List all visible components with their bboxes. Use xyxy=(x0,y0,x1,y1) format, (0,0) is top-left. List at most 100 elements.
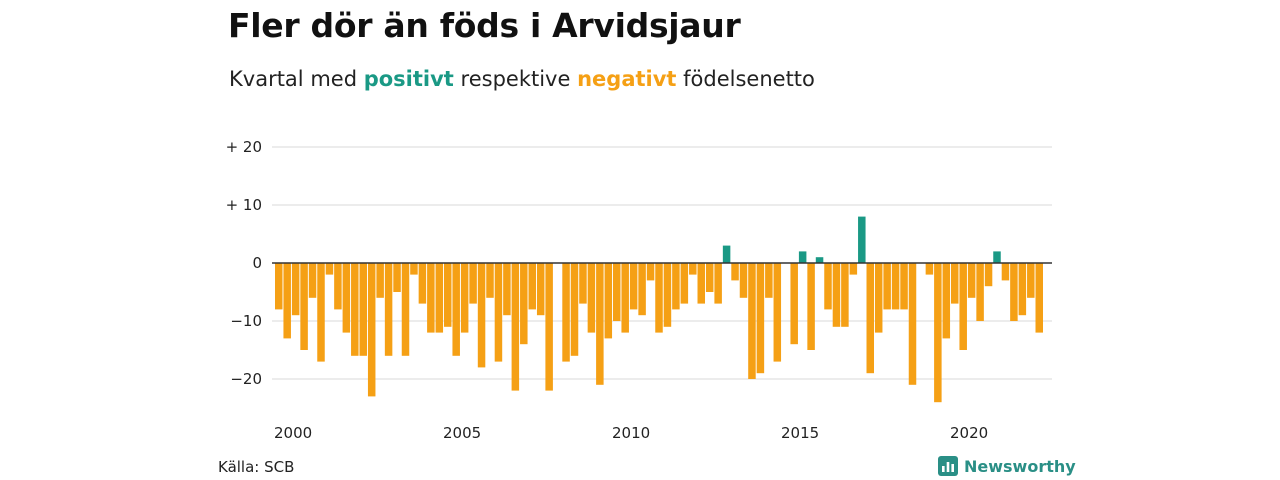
bar xyxy=(655,263,663,333)
bar xyxy=(351,263,359,356)
bar xyxy=(798,251,807,263)
x-tick-label: 2020 xyxy=(950,424,988,442)
bar xyxy=(410,263,418,275)
bar xyxy=(629,263,638,310)
bar xyxy=(934,263,942,403)
y-tick-label: 0 xyxy=(252,254,262,272)
bar xyxy=(874,263,883,333)
bar xyxy=(1018,263,1027,316)
bar xyxy=(891,263,900,310)
bar xyxy=(427,263,435,333)
bar xyxy=(359,263,367,356)
x-tick-label: 2000 xyxy=(274,424,312,442)
bar xyxy=(469,263,477,304)
bar xyxy=(748,263,756,379)
bar xyxy=(562,263,570,362)
bar xyxy=(790,263,798,345)
bar xyxy=(705,263,714,292)
bar xyxy=(444,263,452,327)
bar xyxy=(714,263,722,304)
y-tick-label: + 20 xyxy=(226,138,262,156)
brand-name: Newsworthy xyxy=(964,456,1076,476)
subtitle-middle: respektive xyxy=(460,67,571,91)
bar xyxy=(384,263,393,356)
bar xyxy=(807,263,815,350)
bar xyxy=(942,263,951,339)
bar xyxy=(283,263,291,339)
bar xyxy=(613,263,621,321)
x-tick-label: 2010 xyxy=(612,424,650,442)
bar xyxy=(697,263,705,304)
bar xyxy=(579,263,587,304)
subtitle-negative-label: negativt xyxy=(577,67,677,91)
bar xyxy=(401,263,410,356)
bar xyxy=(435,263,444,333)
bar xyxy=(900,263,908,310)
bar xyxy=(646,263,655,281)
bar xyxy=(967,263,976,298)
bar xyxy=(815,257,824,263)
bar xyxy=(342,263,351,333)
bar xyxy=(976,263,984,321)
bar xyxy=(1035,263,1043,333)
bar xyxy=(604,263,613,339)
chart-subtitle: Kvartal med positivt respektive negativt… xyxy=(229,67,815,91)
bar xyxy=(587,263,596,333)
bar xyxy=(367,263,376,397)
bar xyxy=(841,263,849,327)
bar xyxy=(984,263,993,287)
bar xyxy=(325,263,334,275)
bar xyxy=(334,263,342,310)
bar xyxy=(849,263,858,275)
subtitle-suffix: födelsenetto xyxy=(683,67,815,91)
y-tick-label: −20 xyxy=(230,370,262,388)
bar xyxy=(765,263,773,298)
chart-title: Fler dör än föds i Arvidsjaur xyxy=(228,6,741,45)
bar xyxy=(275,263,283,310)
bar xyxy=(739,263,748,298)
bar xyxy=(494,263,503,362)
x-tick-label: 2005 xyxy=(443,424,481,442)
brand: Newsworthy xyxy=(938,455,1076,477)
bar xyxy=(832,263,841,327)
bar xyxy=(621,263,629,333)
bar xyxy=(756,263,765,374)
bar xyxy=(511,263,520,391)
y-tick-label: −10 xyxy=(230,312,262,330)
bar xyxy=(308,263,317,298)
bar xyxy=(731,263,739,281)
subtitle-positive-label: positivt xyxy=(363,67,454,91)
subtitle-prefix: Kvartal med xyxy=(229,67,358,91)
bar xyxy=(536,263,545,316)
bar xyxy=(486,263,494,298)
bar xyxy=(663,263,672,327)
x-tick-label: 2015 xyxy=(781,424,819,442)
y-tick-label: + 10 xyxy=(226,196,262,214)
bar xyxy=(680,263,689,304)
bar xyxy=(925,263,934,275)
bar xyxy=(993,251,1001,263)
newsworthy-logo-icon xyxy=(938,456,958,476)
bar xyxy=(1010,263,1018,321)
bar xyxy=(300,263,308,350)
bar xyxy=(858,216,866,263)
bar xyxy=(376,263,384,298)
bar xyxy=(596,263,604,385)
bar xyxy=(908,263,917,385)
bar xyxy=(460,263,469,333)
bar xyxy=(959,263,967,350)
bar xyxy=(689,263,697,275)
bar xyxy=(1027,263,1035,298)
bar xyxy=(570,263,579,356)
bar xyxy=(722,245,731,263)
bar xyxy=(638,263,646,316)
bar xyxy=(824,263,832,310)
bar xyxy=(291,263,300,316)
bar xyxy=(883,263,891,310)
bar xyxy=(418,263,427,304)
bar xyxy=(520,263,528,345)
source-note: Källa: SCB xyxy=(218,458,295,476)
bar xyxy=(528,263,536,310)
bar xyxy=(477,263,486,368)
